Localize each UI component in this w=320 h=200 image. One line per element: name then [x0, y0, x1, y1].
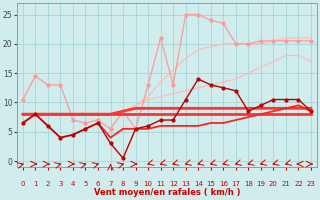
X-axis label: Vent moyen/en rafales ( km/h ): Vent moyen/en rafales ( km/h ): [94, 188, 240, 197]
